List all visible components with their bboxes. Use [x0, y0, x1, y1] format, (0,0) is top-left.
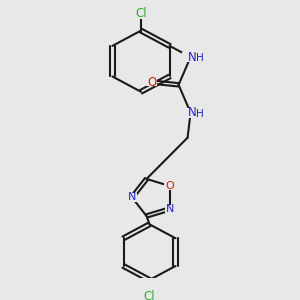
FancyBboxPatch shape — [141, 291, 158, 300]
FancyBboxPatch shape — [164, 182, 176, 190]
Text: N: N — [128, 193, 136, 202]
Text: N: N — [188, 106, 197, 119]
Text: N: N — [166, 204, 174, 214]
Text: O: O — [166, 181, 174, 191]
FancyBboxPatch shape — [127, 193, 137, 202]
FancyBboxPatch shape — [133, 9, 149, 19]
FancyBboxPatch shape — [146, 78, 157, 86]
Text: Cl: Cl — [144, 290, 155, 300]
Text: Cl: Cl — [135, 8, 147, 20]
FancyBboxPatch shape — [182, 108, 200, 118]
Text: H: H — [196, 53, 203, 63]
Text: H: H — [196, 109, 203, 119]
Text: N: N — [188, 50, 197, 64]
Text: O: O — [147, 76, 156, 88]
FancyBboxPatch shape — [182, 52, 200, 62]
FancyBboxPatch shape — [165, 205, 175, 213]
